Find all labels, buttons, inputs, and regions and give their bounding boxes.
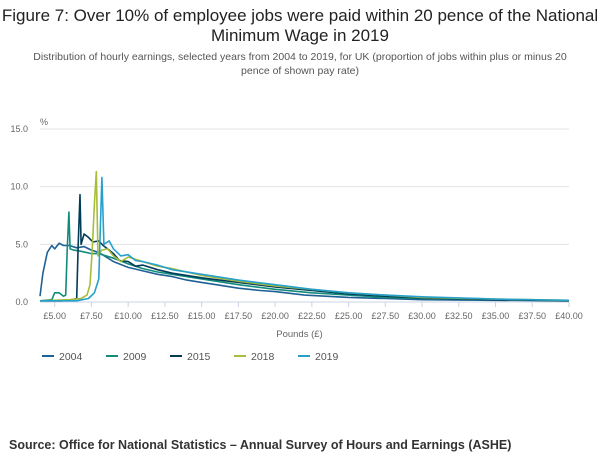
- x-tick-label: £40.00: [555, 311, 583, 321]
- x-tick-label: £10.00: [114, 311, 142, 321]
- x-tick-label: £7.50: [80, 311, 103, 321]
- legend-label-2009: 2009: [123, 351, 147, 363]
- x-tick-label: £20.00: [261, 311, 289, 321]
- x-tick-label: £25.00: [335, 311, 363, 321]
- x-tick-label: £17.50: [225, 311, 253, 321]
- legend-label-2019: 2019: [315, 351, 339, 363]
- y-tick-label: 5.0: [15, 239, 28, 249]
- series-line-2009: [39, 211, 570, 302]
- x-tick-label: £30.00: [408, 311, 436, 321]
- x-axis-label: Pounds (£): [276, 329, 322, 340]
- chart-title: Figure 7: Over 10% of employee jobs were…: [1, 6, 599, 45]
- series-line-2019: [40, 176, 570, 302]
- source-note: Source: Office for National Statistics –…: [9, 438, 512, 452]
- series-line-2004: [39, 242, 570, 302]
- x-tick-label: £35.00: [482, 311, 510, 321]
- y-axis-label: %: [40, 117, 48, 127]
- y-tick-label: 10.0: [10, 182, 28, 192]
- series-line-2018: [39, 170, 570, 302]
- x-tick-label: £32.50: [445, 311, 473, 321]
- x-tick-label: £27.50: [372, 311, 400, 321]
- legend-label-2015: 2015: [187, 351, 211, 363]
- legend-label-2018: 2018: [251, 351, 275, 363]
- x-tick-label: £5.00: [43, 311, 66, 321]
- x-tick-label: £15.00: [188, 311, 216, 321]
- x-tick-label: £22.50: [298, 311, 326, 321]
- x-tick-label: £12.50: [151, 311, 179, 321]
- x-tick-label: £37.50: [518, 311, 546, 321]
- chart-subtitle: Distribution of hourly earnings, selecte…: [33, 51, 567, 77]
- series-line-2015: [40, 193, 570, 302]
- legend-label-2004: 2004: [59, 351, 83, 363]
- y-tick-label: 0.0: [15, 297, 28, 307]
- y-tick-label: 15.0: [10, 124, 28, 134]
